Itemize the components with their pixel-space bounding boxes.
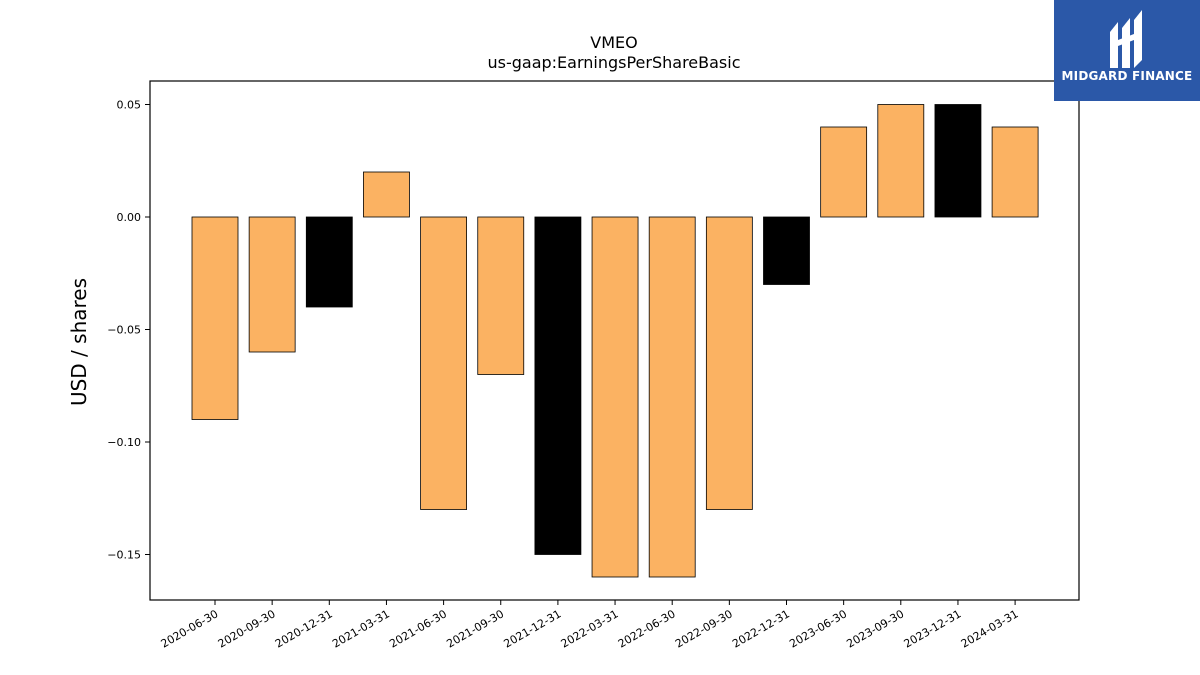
- y-tick-label: 0.05: [117, 99, 142, 112]
- brand-logo: MIDGARD FINANCE: [1054, 0, 1200, 101]
- x-tick-label: 2023-06-30: [787, 607, 849, 650]
- chart-title: VMEO: [590, 33, 637, 52]
- bar-2022-03-31: [591, 216, 639, 578]
- bar-2021-03-31: [363, 171, 410, 218]
- bar-2024-03-31: [991, 126, 1039, 218]
- x-tick-label: 2022-06-30: [616, 607, 678, 650]
- x-axis: 2020-06-302020-09-302020-12-312021-03-31…: [159, 600, 1021, 651]
- x-tick-label: 2023-12-31: [902, 607, 964, 650]
- plot-frame: [149, 80, 1080, 601]
- x-tick-label: 2021-03-31: [330, 607, 392, 650]
- bar-2020-06-30: [191, 216, 239, 420]
- x-tick-label: 2022-03-31: [559, 607, 621, 650]
- x-tick-label: 2020-12-31: [273, 607, 335, 650]
- y-tick-label: 0.00: [117, 211, 142, 224]
- y-tick-label: −0.10: [107, 436, 141, 449]
- bar-2021-09-30: [477, 216, 525, 375]
- y-tick-label: −0.15: [107, 549, 141, 562]
- y-axis-label: USD / shares: [67, 278, 91, 406]
- bar-2021-06-30: [420, 216, 468, 510]
- x-tick-label: 2024-03-31: [959, 607, 1021, 650]
- bar-2021-12-31: [534, 216, 582, 555]
- x-tick-label: 2021-09-30: [444, 607, 506, 650]
- logo-mark-icon: [1110, 10, 1142, 68]
- y-axis: 0.05 0.00 −0.05 −0.10 −0.15: [107, 99, 150, 562]
- bars-group: [191, 104, 1039, 578]
- x-tick-label: 2022-09-30: [673, 607, 735, 650]
- x-tick-label: 2021-06-30: [387, 607, 449, 650]
- bar-2022-12-31: [763, 216, 810, 285]
- logo-text: MIDGARD FINANCE: [1061, 69, 1193, 83]
- bar-2020-12-31: [305, 216, 353, 308]
- y-tick-label: −0.05: [107, 324, 141, 337]
- x-tick-label: 2022-12-31: [730, 607, 792, 650]
- x-tick-label: 2021-12-31: [502, 607, 564, 650]
- x-tick-label: 2020-06-30: [159, 607, 221, 650]
- bar-2020-09-30: [248, 216, 296, 353]
- bar-2022-09-30: [705, 216, 753, 510]
- chart-subtitle: us-gaap:EarningsPerShareBasic: [487, 53, 740, 72]
- x-tick-label: 2020-09-30: [216, 607, 278, 650]
- bar-2022-06-30: [648, 216, 696, 578]
- x-tick-label: 2023-09-30: [844, 607, 906, 650]
- bar-2023-09-30: [877, 104, 925, 218]
- bar-2023-06-30: [820, 126, 868, 218]
- bar-2023-12-31: [934, 104, 982, 218]
